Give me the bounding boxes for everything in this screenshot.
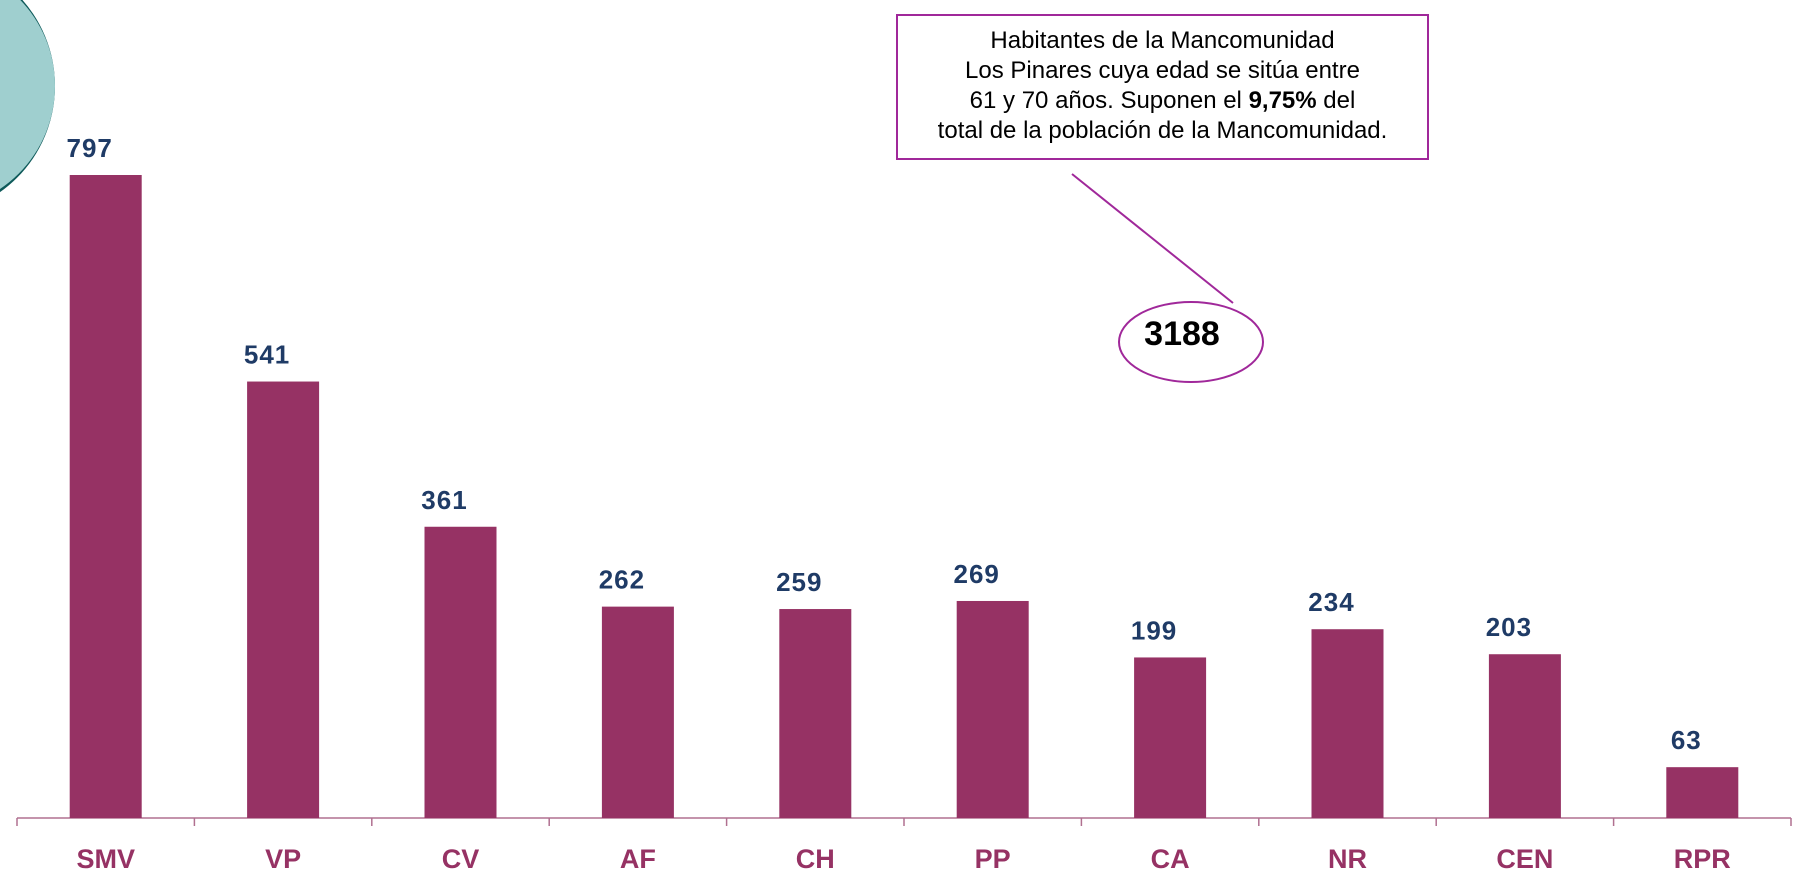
x-tick-label: NR: [1328, 844, 1367, 874]
data-label: 63: [1671, 725, 1702, 755]
annotation-text: 61 y 70 años. Suponen el: [969, 87, 1242, 114]
total-ellipse: [1118, 301, 1264, 383]
bar: [601, 606, 674, 818]
annotation-line: 61 y 70 años. Suponen el 9,75% del: [898, 86, 1427, 116]
bar: [247, 381, 320, 818]
annotation-text: del: [1323, 87, 1356, 114]
bar: [956, 600, 1029, 818]
x-tick-label: CEN: [1496, 844, 1553, 874]
annotation-line: Los Pinares cuya edad se sitúa entre: [965, 57, 1360, 84]
decor-circle: [0, 0, 55, 189]
x-tick-label: RPR: [1674, 844, 1731, 874]
annotation-box: Habitantes de la Mancomunidad Los Pinare…: [896, 14, 1429, 160]
x-tick-label: SMV: [76, 844, 135, 874]
x-tick-label: PP: [975, 844, 1011, 874]
bar: [424, 526, 497, 818]
total-label: 3188: [1144, 315, 1220, 353]
data-label: 203: [1486, 612, 1532, 642]
annotation-line: Habitantes de la Mancomunidad: [990, 27, 1335, 54]
x-tick-label: CH: [796, 844, 835, 874]
bar: [1666, 767, 1739, 818]
bar: [1134, 657, 1207, 818]
x-tick-label: CA: [1151, 844, 1190, 874]
bar: [1488, 654, 1561, 818]
data-label: 234: [1308, 587, 1354, 617]
bar: [1311, 629, 1384, 818]
bar: [779, 609, 852, 818]
annotation-bold: 9,75%: [1248, 87, 1317, 114]
x-tick-label: VP: [265, 844, 301, 874]
x-tick-label: AF: [620, 844, 656, 874]
bar: [69, 175, 142, 818]
annotation-line: total de la población de la Mancomunidad…: [937, 117, 1388, 144]
data-label: 269: [954, 559, 1000, 589]
data-label: 361: [421, 485, 467, 515]
callout-line: [1071, 173, 1234, 304]
data-label: 262: [599, 565, 645, 595]
data-label: 541: [244, 340, 290, 370]
x-tick-label: CV: [442, 844, 480, 874]
data-label: 199: [1131, 615, 1177, 645]
data-label: 797: [67, 133, 113, 163]
data-label: 259: [776, 567, 822, 597]
